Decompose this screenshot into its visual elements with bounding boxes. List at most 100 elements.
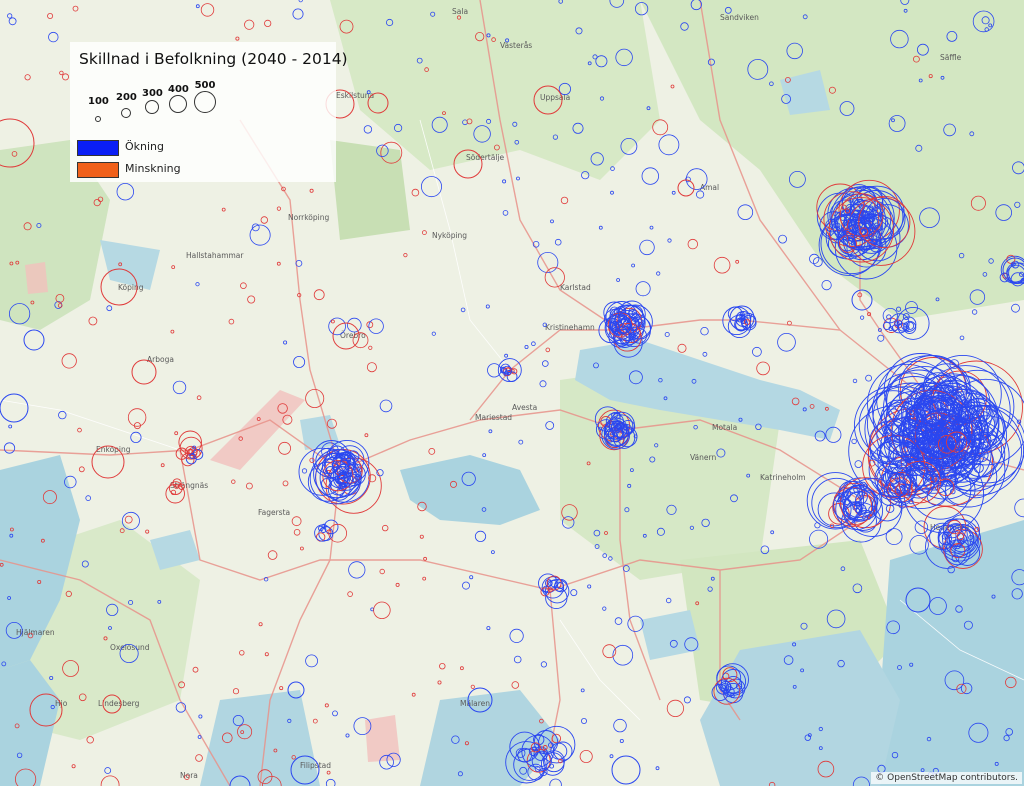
increase-circle — [619, 739, 624, 744]
increase-circle — [461, 471, 476, 486]
increase-circle — [891, 751, 899, 759]
decrease-circle — [829, 523, 835, 528]
increase-circle — [724, 6, 732, 14]
increase-circle — [655, 766, 660, 771]
increase-circle — [513, 655, 522, 664]
decrease-circle — [867, 312, 872, 317]
increase-circle — [656, 271, 661, 276]
increase-circle — [904, 325, 910, 332]
decrease-circle — [368, 474, 377, 483]
decrease-circle — [86, 736, 94, 744]
place-label: Motala — [712, 423, 737, 432]
increase-circle — [1005, 728, 1013, 736]
increase-circle — [723, 686, 735, 698]
increase-circle — [549, 778, 562, 786]
increase-circle — [854, 460, 863, 469]
increase-circle — [609, 0, 625, 8]
decrease-circle — [491, 37, 496, 42]
increase-circle — [905, 587, 931, 613]
increase-circle — [533, 733, 545, 746]
decrease-circle — [15, 260, 20, 265]
decrease-circle — [100, 268, 138, 306]
increase-circle — [918, 78, 923, 83]
increase-circle — [695, 190, 705, 199]
increase-circle — [851, 210, 879, 238]
increase-circle — [847, 485, 868, 506]
decrease-circle — [542, 745, 548, 750]
decrease-circle — [735, 259, 740, 264]
increase-circle — [905, 301, 918, 314]
increase-circle — [502, 365, 513, 376]
decrease-circle — [713, 256, 731, 274]
increase-circle — [734, 317, 749, 332]
decrease-circle — [456, 15, 462, 20]
increase-circle — [840, 566, 846, 571]
decrease-circle — [77, 427, 82, 433]
increase-circle — [878, 328, 882, 332]
increase-circle — [613, 422, 619, 428]
increase-circle — [792, 642, 797, 647]
place-label: Kristinehamn — [545, 323, 595, 332]
decrease-circle — [974, 526, 980, 532]
decrease-circle — [170, 329, 175, 334]
map-attribution[interactable]: © OpenStreetMap contributors. — [871, 772, 1022, 784]
increase-circle — [666, 504, 677, 515]
decrease-circle — [604, 531, 608, 535]
increase-circle — [346, 450, 360, 463]
increase-circle — [627, 615, 644, 632]
increase-circle — [809, 529, 829, 549]
decrease-circle — [88, 316, 98, 326]
decrease-circle — [195, 754, 203, 762]
increase-circle — [905, 468, 913, 477]
increase-circle — [614, 617, 623, 625]
increase-circle — [587, 584, 592, 589]
decrease-circle — [200, 3, 215, 17]
decrease-circle — [239, 650, 245, 656]
increase-circle — [954, 455, 998, 499]
increase-circle — [947, 565, 955, 574]
increase-circle — [481, 507, 487, 512]
place-label: Avesta — [512, 403, 537, 412]
increase-circle — [982, 272, 988, 277]
increase-circle — [515, 748, 526, 758]
decrease-circle — [276, 206, 281, 211]
increase-circle — [104, 767, 112, 774]
increase-circle — [328, 317, 346, 336]
increase-circle — [0, 393, 29, 423]
increase-circle — [379, 399, 393, 413]
increase-circle — [837, 659, 845, 668]
increase-circle — [818, 726, 823, 732]
increase-circle — [293, 355, 306, 368]
increase-circle — [461, 581, 470, 590]
increase-circle — [331, 466, 338, 473]
decrease-circle — [221, 207, 226, 212]
increase-circle — [486, 33, 491, 38]
decrease-circle — [437, 680, 442, 685]
increase-circle — [968, 534, 974, 541]
increase-circle — [876, 360, 955, 440]
increase-circle — [376, 144, 389, 158]
decrease-circle — [545, 347, 551, 353]
increase-circle — [5, 622, 23, 639]
increase-circle — [663, 396, 668, 401]
decrease-circle — [950, 543, 966, 559]
place-label: Lindesberg — [98, 699, 140, 708]
increase-circle — [770, 530, 775, 535]
increase-circle — [760, 545, 770, 555]
decrease-circle — [124, 515, 133, 524]
increase-circle — [918, 410, 961, 453]
increase-circle — [849, 190, 904, 244]
increase-circle — [915, 388, 955, 428]
decrease-circle — [858, 195, 911, 249]
decrease-circle — [809, 403, 815, 409]
increase-circle — [630, 468, 634, 473]
increase-circle — [557, 582, 564, 589]
decrease-circle — [0, 118, 35, 168]
increase-circle — [7, 596, 12, 600]
increase-circle — [328, 445, 346, 463]
increase-circle — [942, 518, 963, 539]
increase-circle — [935, 297, 940, 302]
size-label-300: 300 — [142, 88, 163, 99]
place-label: Arboga — [147, 355, 174, 364]
